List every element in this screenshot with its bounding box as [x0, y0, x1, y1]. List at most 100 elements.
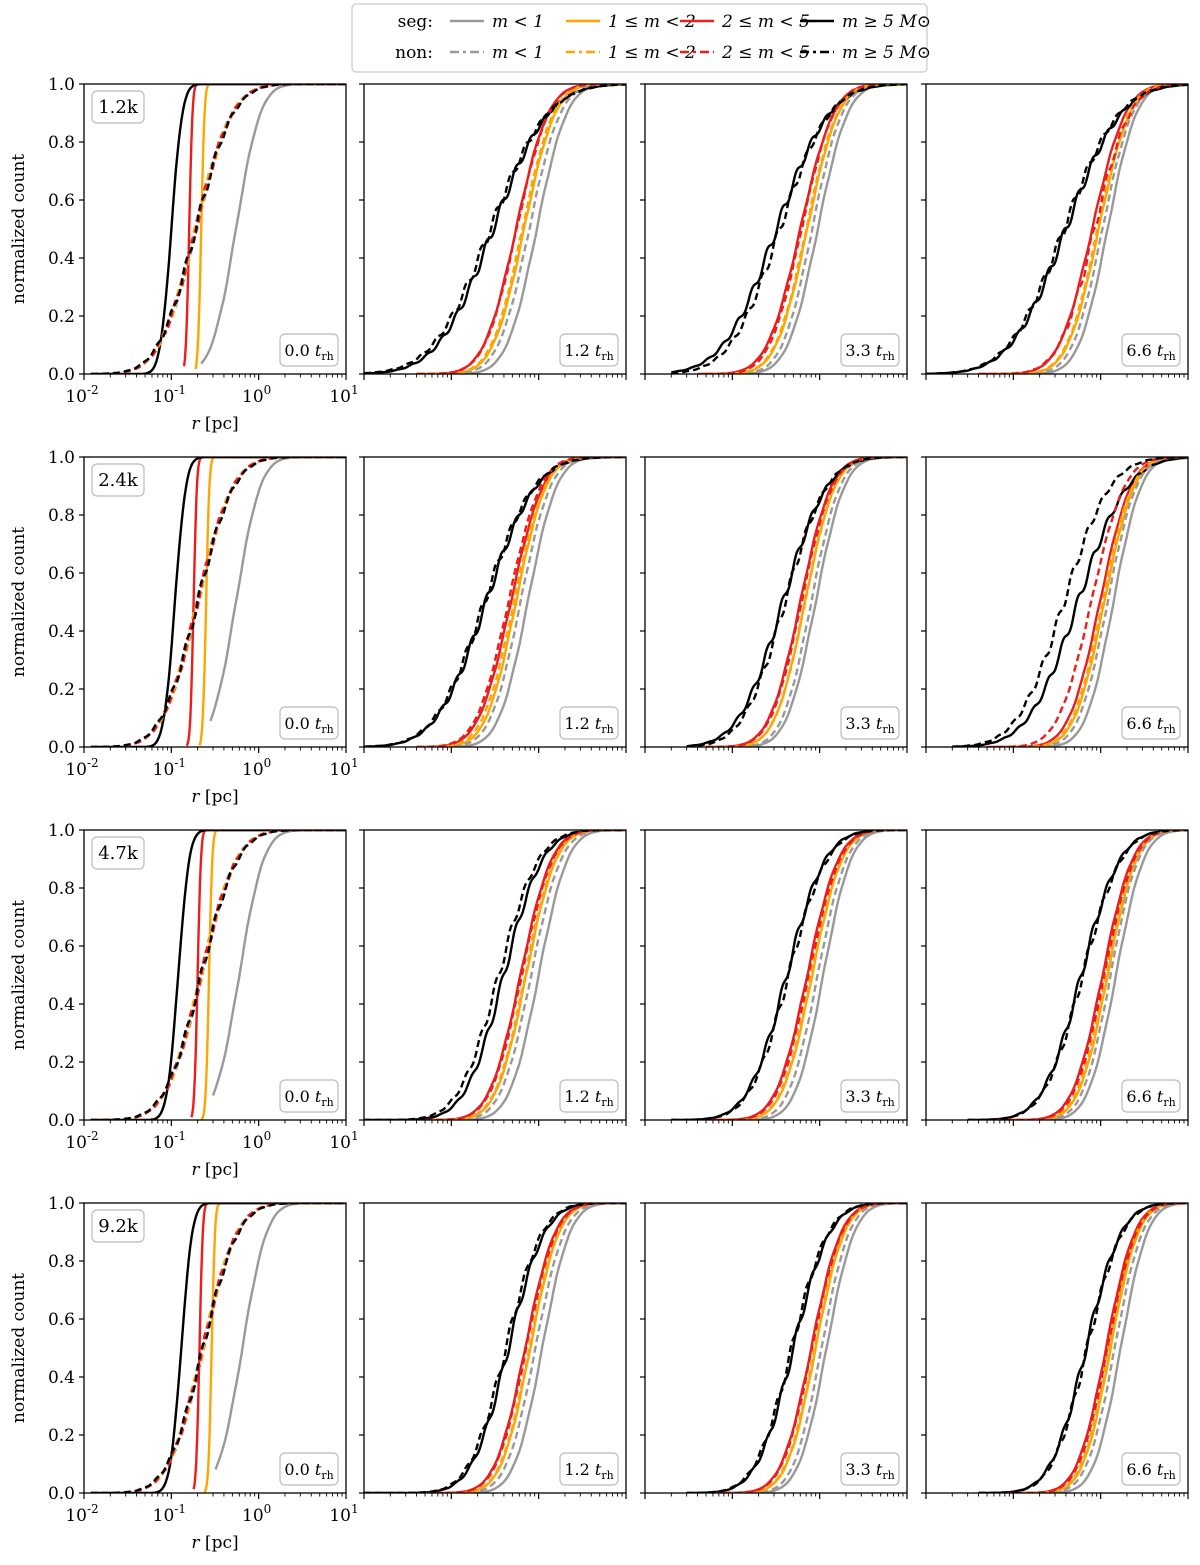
time-label-sub: rh [1163, 350, 1175, 363]
time-label-sub: rh [1163, 723, 1175, 736]
x-tick-base: 10 [153, 1133, 175, 1153]
series-seg-m1 [211, 830, 346, 1096]
time-label-value: 3.3 [845, 341, 876, 360]
series-seg-m25 [994, 830, 1188, 1120]
series-non-m12 [432, 830, 626, 1120]
time-label-value: 6.6 [1126, 1087, 1157, 1106]
time-label-sub: rh [601, 350, 613, 363]
axes-frame [363, 1202, 627, 1494]
series-non-m5 [90, 1203, 346, 1493]
y-axis-label: normalized count [9, 527, 29, 677]
time-label-box [559, 1452, 619, 1486]
x-tick-label: 101 [329, 756, 358, 780]
time-label-box [840, 333, 900, 367]
series-seg-m25 [185, 457, 346, 747]
time-label-sub: rh [321, 1096, 333, 1109]
x-axis-label: r [pc] [191, 787, 238, 807]
time-label-unit: t [876, 714, 883, 733]
x-tick-label: 10-2 [65, 1129, 98, 1153]
series-seg-m5 [364, 457, 626, 747]
axes-frame [644, 829, 908, 1121]
series-non-m12 [90, 457, 346, 747]
series-seg-m25 [182, 84, 346, 367]
x-axis-label-var: r [191, 787, 200, 807]
time-label: 3.3 trh [845, 1087, 894, 1109]
axes-frame [83, 456, 347, 748]
x-tick-exponent: 0 [264, 1129, 272, 1143]
x-tick-label: 10-1 [153, 1502, 186, 1526]
axes-frame [644, 456, 908, 748]
time-label: 0.0 trh [284, 341, 333, 363]
series-non-m5 [364, 457, 626, 747]
x-tick-exponent: -1 [174, 756, 186, 770]
series-non-m25 [90, 84, 346, 374]
axes-frame [83, 83, 347, 375]
time-label: 0.0 trh [284, 714, 333, 736]
panel-r1-c4: 6.6 trh [921, 83, 1189, 380]
y-tick-label: 0.0 [48, 1484, 75, 1504]
series-seg-m25 [1004, 1203, 1188, 1493]
legend-entry-label: m < 1 [492, 43, 544, 63]
legend-entry-label: 1 ≤ m < 2 [608, 12, 696, 32]
x-axis-label-unit: [pc] [200, 787, 239, 807]
series-seg-m12 [713, 84, 907, 374]
y-tick-label: 0.2 [48, 680, 75, 700]
time-label-value: 6.6 [1126, 714, 1157, 733]
panel-r4-c3: 3.3 trh [640, 1202, 908, 1499]
x-tick-label: 101 [329, 383, 358, 407]
x-axis-label-unit: [pc] [200, 414, 239, 434]
series-seg-m5 [686, 457, 907, 747]
series-seg-m25 [697, 84, 907, 374]
series-seg-m12 [994, 84, 1188, 374]
y-tick-label: 0.6 [48, 564, 75, 584]
series-seg-m1 [451, 830, 626, 1120]
time-label: 1.2 trh [564, 1460, 613, 1482]
x-tick-label: 10-1 [153, 1129, 186, 1153]
axes-frame [925, 456, 1189, 748]
panel-r1-c3: 3.3 trh [640, 83, 908, 380]
time-label-value: 0.0 [284, 1460, 315, 1479]
y-tick-label: 0.0 [48, 365, 75, 385]
series-non-m1 [90, 84, 346, 374]
series-seg-m12 [198, 457, 346, 746]
legend-row-label: seg: [398, 12, 433, 32]
series-seg-m1 [437, 457, 626, 747]
series-seg-m1 [214, 1203, 346, 1470]
series-seg-m25 [192, 1203, 346, 1490]
time-label: 1.2 trh [564, 714, 613, 736]
x-axis-label-unit: [pc] [200, 1533, 239, 1553]
x-tick-exponent: -1 [174, 1129, 186, 1143]
series-non-m5 [364, 830, 626, 1120]
series-seg-m5 [671, 84, 907, 374]
axes-frame [363, 456, 627, 748]
time-label-unit: t [315, 714, 322, 733]
series-non-m12 [999, 457, 1188, 747]
time-label-box [1121, 1079, 1181, 1113]
time-label-value: 0.0 [284, 714, 315, 733]
x-tick-exponent: 0 [264, 383, 272, 397]
series-non-m1 [1013, 830, 1188, 1120]
series-seg-m5 [90, 84, 346, 374]
axes-frame [644, 83, 908, 375]
row-label-box [91, 1209, 145, 1243]
x-tick-base: 10 [65, 1133, 87, 1153]
series-non-m1 [1009, 457, 1188, 747]
time-label-value: 0.0 [284, 1087, 315, 1106]
time-label-value: 1.2 [564, 341, 595, 360]
y-tick-label: 0.6 [48, 937, 75, 957]
series-non-m5 [926, 84, 1188, 374]
legend-entry-label: 1 ≤ m < 2 [608, 43, 696, 63]
time-label-sub: rh [321, 723, 333, 736]
row-label-box [91, 463, 145, 497]
series-seg-m5 [952, 457, 1188, 747]
time-label: 6.6 trh [1126, 714, 1175, 736]
series-seg-m12 [200, 830, 346, 1120]
panel-r3-c4: 6.6 trh [921, 829, 1189, 1126]
x-tick-label: 100 [242, 756, 271, 780]
x-tick-base: 10 [153, 387, 175, 407]
time-label-box [840, 1452, 900, 1486]
series-non-m12 [437, 1203, 626, 1493]
y-axis-label: normalized count [9, 154, 29, 304]
series-non-m12 [994, 84, 1188, 374]
